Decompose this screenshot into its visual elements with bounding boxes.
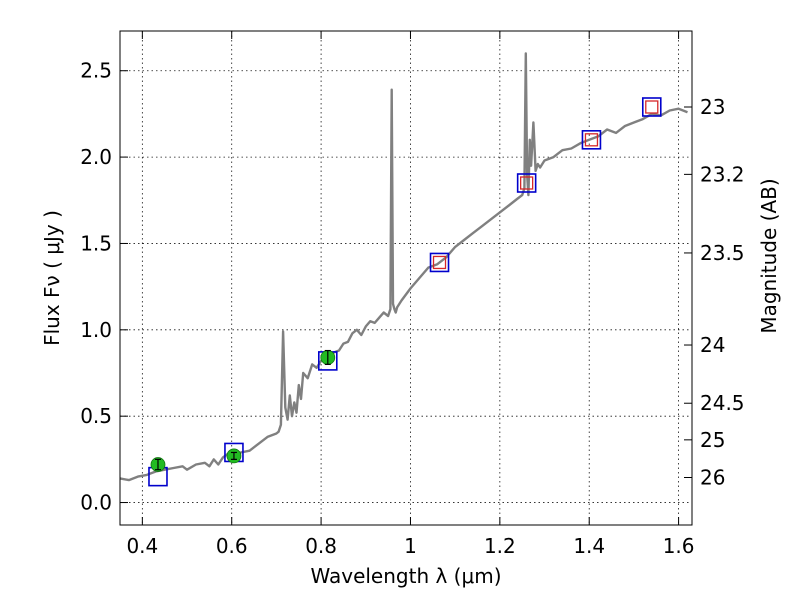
y-tick-label: 0.5 [80, 404, 112, 428]
x-tick-label: 1 [404, 534, 417, 558]
model-photometry-marker [516, 173, 537, 193]
model-photometry-marker [641, 97, 662, 117]
y2-tick-label: 25 [700, 428, 725, 452]
x-tick-label: 1.4 [573, 534, 605, 558]
y-tick-label: 0.0 [80, 491, 112, 515]
axis-ticks [120, 31, 692, 525]
observed-limit-marker [432, 255, 447, 270]
x-tick-label: 0.8 [305, 534, 337, 558]
markers-layer [148, 97, 662, 487]
y-tick-label: 1.0 [80, 318, 112, 342]
y-tick-label: 2.5 [80, 59, 112, 83]
x-tick-labels: 0.4 0.6 0.8 1 1.2 1.4 1.6 [126, 534, 694, 558]
y2-tick-labels: 23 23.2 23.5 24 24.5 25 26 [700, 95, 745, 490]
grid [120, 31, 692, 525]
y2-axis-label: Magnitude (AB) [757, 178, 781, 333]
x-tick-label: 0.4 [126, 534, 158, 558]
y-tick-label: 2.0 [80, 145, 112, 169]
x-tick-label: 0.6 [216, 534, 248, 558]
y2-tick-label: 23.2 [700, 162, 745, 186]
observed-limit-marker [520, 176, 534, 190]
y-tick-labels: 0.0 0.5 1.0 1.5 2.0 2.5 [80, 59, 112, 515]
y2-tick-label: 23 [700, 95, 725, 119]
observed-limit-marker [645, 100, 659, 114]
y2-tick-label: 26 [700, 466, 725, 490]
y-axis-label: Flux Fν ( μJy ) [40, 210, 64, 346]
model-photometry-marker [429, 252, 450, 273]
y-tick-label: 1.5 [80, 231, 112, 255]
y2-tick-label: 23.5 [700, 241, 745, 265]
y2-tick-label: 24 [700, 333, 725, 357]
y2-tick-label: 24.5 [700, 391, 745, 415]
x-tick-label: 1.6 [663, 534, 695, 558]
plot-frame [119, 30, 693, 526]
observed-limit-marker [584, 133, 599, 147]
model-photometry-marker [581, 130, 602, 150]
x-tick-label: 1.2 [484, 534, 516, 558]
x-axis-label: Wavelength λ (μm) [310, 564, 501, 588]
